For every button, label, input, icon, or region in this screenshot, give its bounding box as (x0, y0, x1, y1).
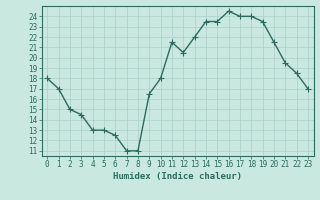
X-axis label: Humidex (Indice chaleur): Humidex (Indice chaleur) (113, 172, 242, 181)
